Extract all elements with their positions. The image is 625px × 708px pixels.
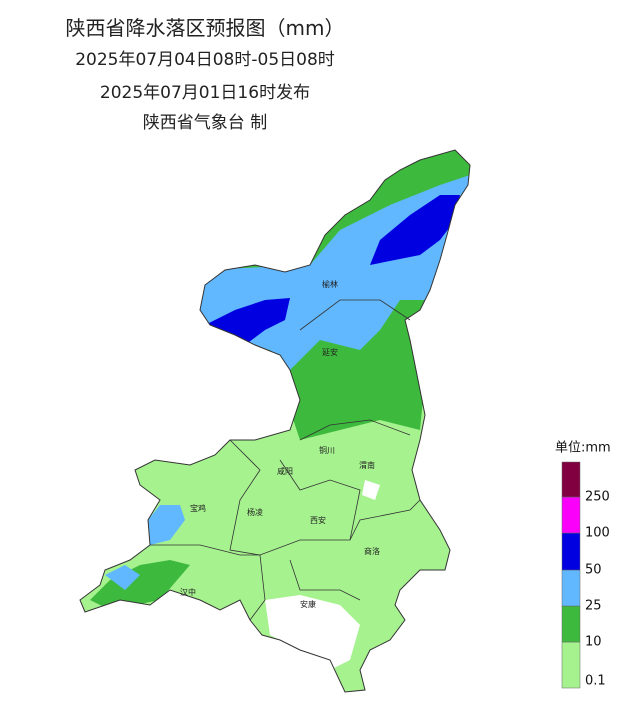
legend-label: 10: [585, 635, 602, 650]
legend-swatch: [561, 605, 581, 643]
legend-swatch: [561, 569, 581, 607]
legend-swatch: [561, 641, 581, 689]
city-label: 榆林: [322, 279, 338, 289]
legend-label: 250: [585, 490, 610, 505]
city-label: 铜川: [319, 445, 335, 455]
legend-unit: 单位:mm: [555, 441, 611, 456]
legend-swatch: [561, 496, 581, 534]
city-label: 延安: [322, 347, 338, 357]
title-line: 陕西省降水落区预报图（mm）: [66, 16, 345, 40]
city-label: 商洛: [364, 546, 380, 556]
legend-label: 0.1: [585, 674, 606, 689]
city-label: 宝鸡: [190, 503, 206, 513]
city-label: 安康: [300, 599, 316, 609]
title-block: 陕西省降水落区预报图（mm） 2025年07月04日08时-05日08时 2025年…: [66, 16, 345, 133]
city-label: 西安: [310, 515, 326, 525]
legend-label: 25: [585, 599, 602, 614]
title-line: 2025年07月01日16时发布: [100, 83, 310, 103]
legend: 单位:mm 0.1 10 25 50 100 250: [555, 441, 611, 689]
title-line: 陕西省气象台 制: [143, 113, 267, 133]
city-label: 咸阳: [277, 466, 293, 476]
city-label: 渭南: [359, 460, 375, 470]
city-label: 汉中: [180, 587, 196, 597]
city-borders: [150, 299, 421, 621]
city-label: 杨凌: [247, 507, 263, 517]
legend-swatch: [561, 461, 581, 498]
legend-label: 100: [585, 526, 610, 541]
title-line: 2025年07月04日08时-05日08时: [75, 50, 335, 70]
legend-label: 50: [585, 563, 602, 578]
legend-swatch: [561, 532, 581, 571]
